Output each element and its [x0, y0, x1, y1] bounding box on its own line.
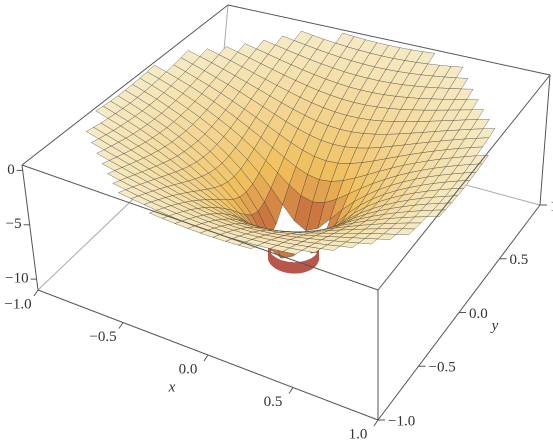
box-edge: [21, 164, 379, 291]
y-tick-label: 1.0: [550, 198, 553, 214]
funnel-wall: [304, 259, 308, 273]
x-tick-label: 0.5: [264, 394, 283, 410]
x-tick: [203, 354, 209, 362]
funnel-wall: [281, 260, 286, 273]
box-edge: [539, 74, 551, 206]
x-axis-label: x: [168, 379, 176, 395]
z-tick-label: −10: [5, 271, 28, 287]
x-tick-label: 0.0: [179, 361, 198, 377]
funnel-wall: [297, 261, 302, 274]
x-tick-label: 1.0: [349, 426, 368, 442]
funnel-wall: [276, 257, 280, 271]
box-edge: [377, 74, 551, 291]
funnel-wall: [291, 262, 295, 274]
box-edge: [21, 164, 39, 291]
funnel-wall: [278, 259, 283, 272]
funnel-wall: [294, 262, 299, 274]
box-edge: [227, 4, 551, 76]
x-tick-label: −1.0: [4, 296, 31, 312]
y-axis-label: y: [490, 318, 499, 334]
z-tick-label: −5: [6, 216, 22, 232]
surface-cell: [395, 228, 416, 236]
funnel-wall: [273, 256, 277, 270]
funnel-wall: [271, 254, 275, 269]
x-tick: [373, 419, 379, 427]
x-tick-label: −0.5: [89, 329, 116, 345]
y-tick-label: 0.5: [510, 252, 529, 268]
x-tick: [118, 322, 124, 329]
x-tick: [33, 289, 39, 297]
box-edge: [21, 4, 229, 166]
x-tick: [288, 387, 294, 394]
y-tick-label: 0.0: [469, 306, 488, 322]
y-tick-label: −1.0: [388, 413, 415, 429]
funnel-wall: [284, 260, 289, 274]
y-tick-label: −0.5: [429, 360, 456, 376]
funnel-wall: [287, 261, 292, 274]
z-tick-label: 0: [7, 162, 15, 178]
funnel-wall: [309, 257, 313, 271]
